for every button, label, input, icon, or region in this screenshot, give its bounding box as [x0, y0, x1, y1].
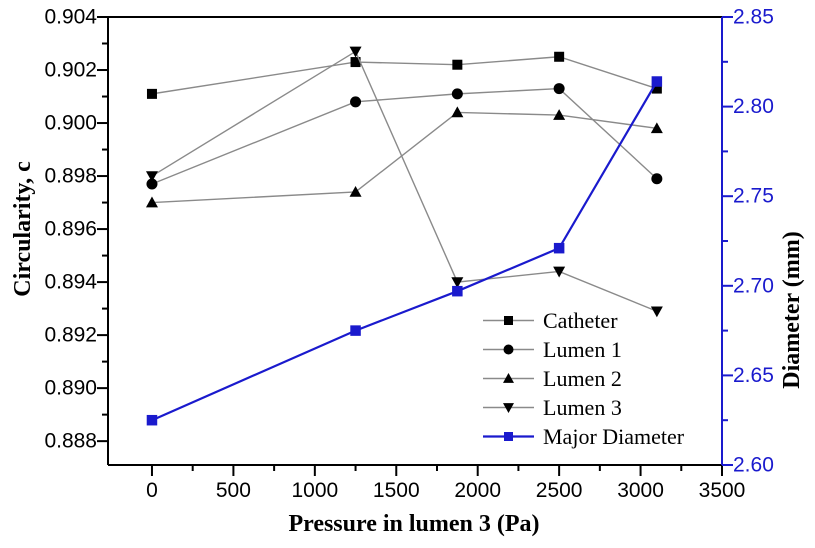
data-point-lumen-1	[651, 173, 663, 185]
legend-marker-lumen-2	[503, 373, 514, 383]
data-point-catheter	[146, 88, 157, 99]
data-point-catheter	[554, 51, 565, 62]
x-tick-label: 0	[146, 479, 158, 502]
data-point-catheter	[350, 57, 361, 68]
x-axis-title: Pressure in lumen 3 (Pa)	[288, 511, 539, 537]
data-point-lumen-3	[650, 306, 663, 318]
x-tick-label: 2500	[536, 479, 583, 502]
y-right-tick-label: 2.65	[733, 364, 774, 387]
data-point-lumen-2	[349, 185, 362, 197]
legend-item-lumen-1: Lumen 1	[483, 337, 622, 362]
data-point-lumen-2	[451, 106, 464, 118]
y-left-tick-label: 0.888	[44, 430, 97, 453]
y-left-tick-label: 0.894	[44, 271, 97, 294]
x-tick-label: 1000	[291, 479, 338, 502]
x-tick-label: 500	[216, 479, 251, 502]
data-point-lumen-3	[349, 46, 362, 58]
x-tick-label: 2000	[454, 479, 501, 502]
legend-item-lumen-3: Lumen 3	[483, 395, 622, 420]
data-point-lumen-2	[553, 109, 566, 120]
y-right-tick-label: 2.80	[733, 95, 774, 118]
series-line-lumen-3	[151, 50, 658, 312]
y-right-tick-label: 2.75	[733, 185, 774, 208]
data-point-lumen-1	[146, 178, 158, 190]
data-point-lumen-1	[451, 88, 463, 100]
y-axis-title-right: Diameter (mm)	[779, 231, 805, 388]
legend-item-lumen-2: Lumen 2	[483, 366, 622, 391]
chart-generated-layer: 0 500 1000 1500 2000 2500 3000 3500 0.904 0.902 0.…	[44, 6, 773, 503]
series-line-lumen-2	[151, 111, 657, 204]
legend-label-lumen-1: Lumen 1	[543, 337, 622, 362]
legend-label-lumen-3: Lumen 3	[543, 395, 622, 420]
data-point-lumen-2	[650, 122, 663, 134]
x-tick-label: 3500	[699, 479, 746, 502]
y-left-tick-label: 0.904	[44, 6, 97, 29]
y-left-tick-label: 0.900	[44, 112, 97, 135]
legend-marker-major-diameter	[504, 432, 513, 441]
y-right-tick-label: 2.70	[733, 274, 774, 297]
legend-label-catheter: Catheter	[543, 308, 618, 333]
legend-marker-catheter	[504, 316, 513, 325]
data-point-lumen-3	[145, 171, 158, 183]
series-line-lumen-1	[151, 87, 658, 185]
y-left-tick-label: 0.896	[44, 218, 97, 241]
data-point-major-diameter	[452, 285, 463, 297]
data-point-catheter	[452, 59, 463, 70]
x-tick-label: 3000	[617, 479, 664, 502]
legend-label-lumen-2: Lumen 2	[543, 366, 622, 391]
legend-label-major-diameter: Major Diameter	[543, 424, 685, 449]
legend-marker-lumen-3	[503, 403, 514, 413]
legend-item-major-diameter: Major Diameter	[483, 424, 685, 449]
y-right-tick-label: 2.85	[733, 6, 774, 29]
y-right-tick-label: 2.60	[733, 454, 774, 477]
data-point-major-diameter	[146, 414, 158, 426]
y-left-tick-label: 0.898	[44, 165, 97, 188]
y-left-tick-label: 0.890	[44, 377, 97, 400]
x-tick-label: 1500	[373, 479, 420, 502]
data-point-lumen-1	[350, 96, 362, 108]
data-point-major-diameter	[350, 325, 361, 336]
legend-item-catheter: Catheter	[483, 308, 618, 333]
y-left-tick-label: 0.892	[44, 324, 97, 347]
data-point-lumen-1	[553, 83, 565, 95]
legend-marker-lumen-1	[503, 344, 514, 355]
data-point-major-diameter	[553, 242, 565, 254]
y-left-tick-label: 0.902	[44, 59, 97, 82]
data-point-lumen-2	[145, 196, 158, 208]
data-point-major-diameter	[651, 76, 663, 87]
data-point-lumen-3	[451, 277, 464, 289]
data-point-catheter	[651, 83, 662, 94]
data-point-lumen-3	[553, 266, 566, 278]
series-line-catheter	[151, 56, 658, 95]
y-axis-title-left: Circularity, c	[10, 161, 36, 297]
